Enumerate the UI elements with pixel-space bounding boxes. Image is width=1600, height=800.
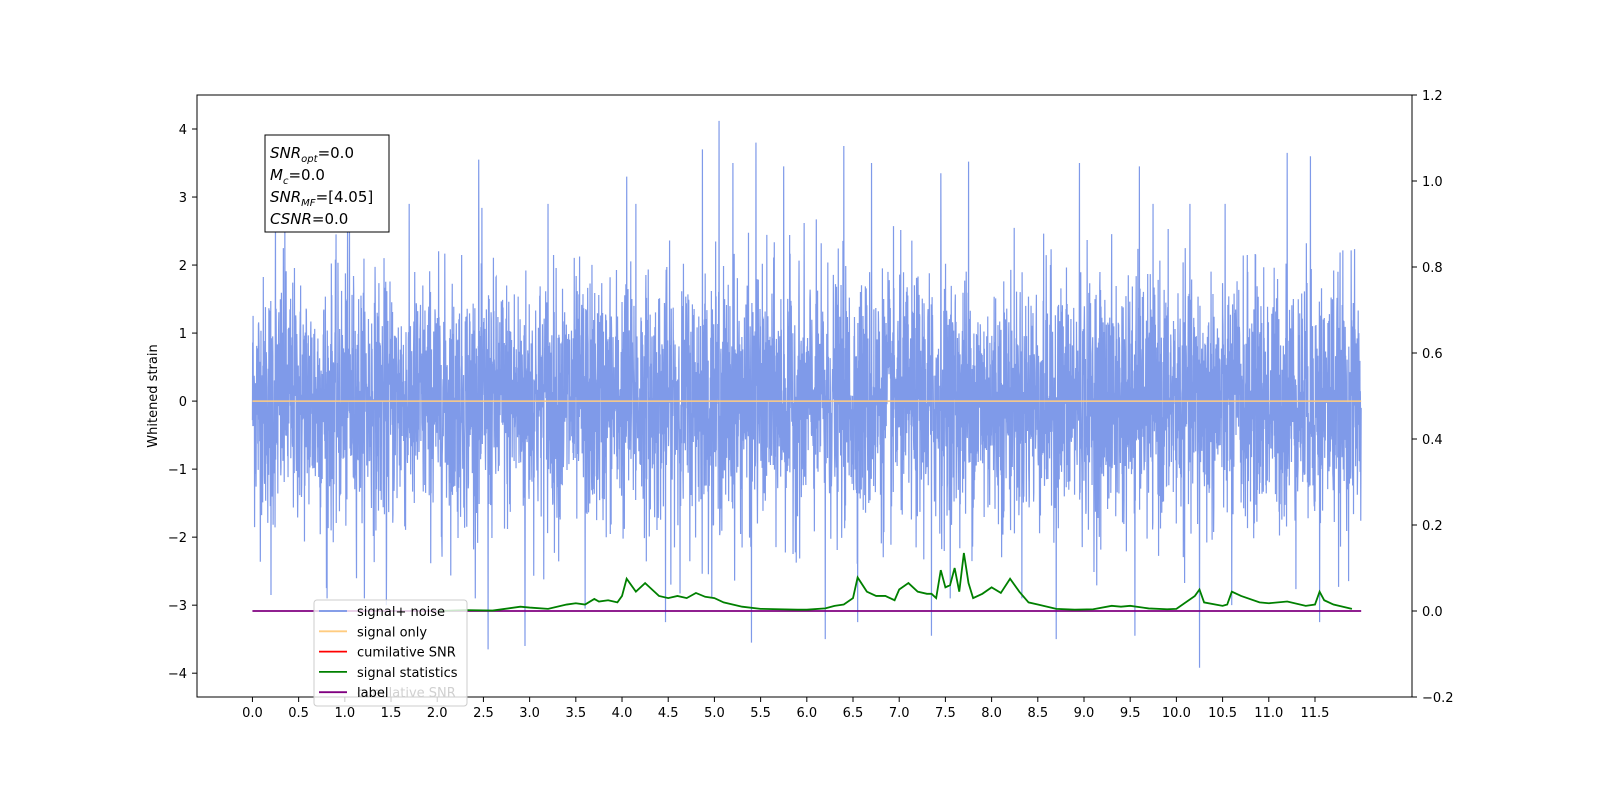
- x-tick-label: 11.5: [1301, 706, 1330, 721]
- x-tick-label: 1.5: [381, 706, 402, 721]
- y-right-tick-label: 1.2: [1422, 89, 1443, 104]
- y-right-tick-label: 0.0: [1422, 605, 1443, 620]
- x-tick-label: 10.5: [1208, 706, 1237, 721]
- x-tick-label: 10.0: [1162, 706, 1191, 721]
- plot-area: [251, 120, 1362, 668]
- x-tick-label: 6.0: [796, 706, 817, 721]
- annotation-line: SNRMF=[4.05]: [270, 188, 373, 209]
- legend-ghost-label: cumilative SNR: [357, 686, 456, 701]
- x-tick-label: 8.0: [981, 706, 1002, 721]
- y-left-tick-label: −2: [168, 531, 187, 546]
- annotation-line: SNRopt=0.0: [270, 144, 354, 165]
- y-right-tick-label: 1.0: [1422, 175, 1443, 190]
- legend: signal+ noise signal only cumilative SNR si…: [313, 599, 468, 707]
- x-tick-label: 0.5: [288, 706, 309, 721]
- x-tick-label: 4.5: [658, 706, 679, 721]
- x-tick-label: 2.0: [427, 706, 448, 721]
- x-tick-label: 11.0: [1254, 706, 1283, 721]
- x-tick-label: 3.0: [519, 706, 540, 721]
- legend-label: signal only: [357, 625, 427, 640]
- legend-label: signal statistics: [357, 666, 458, 681]
- y-right-tick-label: 0.8: [1422, 261, 1443, 276]
- y-right-tick-label: −0.2: [1422, 691, 1454, 706]
- series-line-signal-statistics: [437, 552, 1353, 612]
- y-left-tick-label: 0: [179, 395, 187, 410]
- y-left-tick-label: 4: [179, 123, 187, 138]
- x-axis: 0.0 0.5 1.0 1.5 2.0 2.5 3.0 3.5 4.0 4.5 5.0 5.5 6.0 6…: [242, 697, 1329, 721]
- x-tick-label: 7.5: [935, 706, 956, 721]
- annotation-line: Mc=0.0: [270, 166, 325, 187]
- series-line-signal-noise: [251, 120, 1362, 668]
- legend-label: signal+ noise: [357, 605, 445, 620]
- x-tick-label: 7.0: [889, 706, 910, 721]
- y-right-tick-label: 0.4: [1422, 433, 1443, 448]
- y-left-tick-label: 1: [179, 327, 187, 342]
- x-tick-label: 0.0: [242, 706, 263, 721]
- x-tick-label: 5.5: [750, 706, 771, 721]
- y-left-tick-label: −3: [168, 599, 187, 614]
- plot-frame: [196, 94, 1413, 698]
- y-left-tick-label: −4: [168, 667, 187, 682]
- x-tick-label: 8.5: [1027, 706, 1048, 721]
- x-tick-label: 6.5: [843, 706, 864, 721]
- y-left-tick-label: 2: [179, 259, 187, 274]
- y-left-tick-label: 3: [179, 191, 187, 206]
- y-right-tick-label: 0.2: [1422, 519, 1443, 534]
- y-left-tick-label: −1: [168, 463, 187, 478]
- annotation-line: CSNR=0.0: [270, 210, 348, 228]
- x-tick-label: 3.5: [565, 706, 586, 721]
- x-tick-label: 5.0: [704, 706, 725, 721]
- x-tick-label: 9.0: [1074, 706, 1095, 721]
- x-tick-label: 1.0: [334, 706, 355, 721]
- x-tick-label: 4.0: [612, 706, 633, 721]
- y-right-tick-label: 0.6: [1422, 347, 1443, 362]
- legend-label-overlay: label: [357, 686, 388, 701]
- x-tick-label: 2.5: [473, 706, 494, 721]
- x-tick-label: 9.5: [1120, 706, 1141, 721]
- y-axis-left: −4 −3 −2 −1 0 1 2 3 4: [168, 123, 197, 682]
- legend-label: cumilative SNR: [357, 646, 456, 661]
- y-axis-right: −0.2 0.0 0.2 0.4 0.6 0.8 1.0 1.2: [1412, 89, 1454, 706]
- y-axis-label: Whitened strain: [146, 344, 161, 447]
